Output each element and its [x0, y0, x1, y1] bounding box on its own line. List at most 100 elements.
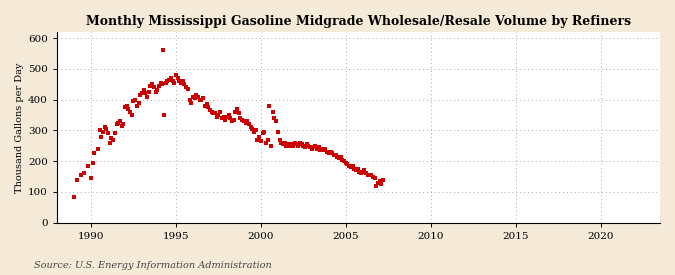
Point	[371, 184, 382, 188]
Point	[364, 173, 375, 177]
Point	[111, 122, 122, 127]
Point	[238, 119, 249, 123]
Point	[378, 177, 389, 182]
Point	[310, 144, 321, 148]
Point	[332, 154, 343, 159]
Point	[342, 162, 353, 166]
Point	[109, 131, 120, 136]
Point	[199, 104, 210, 108]
Point	[210, 111, 221, 116]
Point	[354, 170, 364, 174]
Point	[96, 134, 107, 139]
Point	[130, 97, 140, 102]
Point	[145, 84, 156, 88]
Point	[162, 79, 173, 83]
Point	[352, 167, 363, 171]
Point	[346, 165, 356, 169]
Point	[115, 119, 126, 123]
Point	[271, 119, 281, 123]
Point	[247, 127, 258, 131]
Point	[87, 161, 98, 165]
Point	[211, 114, 222, 119]
Point	[329, 153, 340, 157]
Text: Source: U.S. Energy Information Administration: Source: U.S. Energy Information Administ…	[34, 260, 271, 270]
Point	[126, 113, 137, 117]
Point	[254, 134, 265, 139]
Point	[240, 120, 251, 125]
Point	[208, 111, 219, 116]
Point	[276, 141, 287, 145]
Point	[174, 79, 185, 83]
Point	[279, 141, 290, 145]
Point	[356, 171, 367, 176]
Point	[176, 81, 186, 85]
Y-axis label: Thousand Gallons per Day: Thousand Gallons per Day	[15, 62, 24, 192]
Point	[298, 144, 308, 148]
Point	[179, 82, 190, 86]
Point	[360, 171, 371, 176]
Point	[201, 102, 212, 106]
Point	[333, 156, 344, 160]
Point	[178, 79, 188, 83]
Point	[319, 148, 329, 153]
Point	[273, 130, 284, 134]
Point	[89, 151, 100, 156]
Point	[150, 90, 161, 94]
Point	[245, 125, 256, 130]
Point	[159, 113, 169, 117]
Point	[157, 82, 168, 86]
Point	[347, 164, 358, 168]
Point	[128, 99, 139, 103]
Point	[213, 113, 224, 117]
Point	[122, 104, 132, 108]
Point	[227, 119, 238, 123]
Point	[146, 82, 157, 86]
Point	[261, 141, 271, 145]
Point	[220, 117, 231, 122]
Point	[308, 145, 319, 150]
Point	[92, 147, 103, 151]
Point	[315, 148, 326, 153]
Point	[264, 104, 275, 108]
Point	[113, 120, 124, 125]
Point	[133, 101, 144, 105]
Point	[155, 81, 166, 85]
Point	[344, 164, 354, 168]
Point	[103, 131, 113, 136]
Point	[335, 154, 346, 159]
Point	[221, 114, 232, 119]
Point	[330, 153, 341, 157]
Point	[359, 168, 370, 173]
Point	[291, 142, 302, 147]
Point	[296, 142, 307, 147]
Point	[255, 139, 266, 143]
Point	[215, 110, 225, 114]
Point	[369, 176, 380, 180]
Point	[281, 144, 292, 148]
Point	[237, 117, 248, 122]
Point	[202, 105, 213, 109]
Point	[97, 130, 108, 134]
Point	[288, 144, 298, 148]
Point	[82, 164, 93, 168]
Point	[340, 161, 351, 165]
Point	[119, 105, 130, 109]
Point	[118, 122, 129, 127]
Point	[269, 116, 280, 120]
Point	[223, 113, 234, 117]
Point	[300, 145, 310, 150]
Point	[232, 107, 242, 111]
Point	[182, 87, 193, 91]
Point	[349, 167, 360, 171]
Point	[189, 96, 200, 100]
Point	[143, 90, 154, 94]
Point	[325, 150, 336, 154]
Point	[242, 119, 252, 123]
Point	[274, 138, 285, 142]
Point	[171, 73, 182, 77]
Point	[373, 180, 383, 185]
Point	[366, 173, 377, 177]
Point	[125, 110, 136, 114]
Point	[362, 173, 373, 177]
Point	[337, 158, 348, 162]
